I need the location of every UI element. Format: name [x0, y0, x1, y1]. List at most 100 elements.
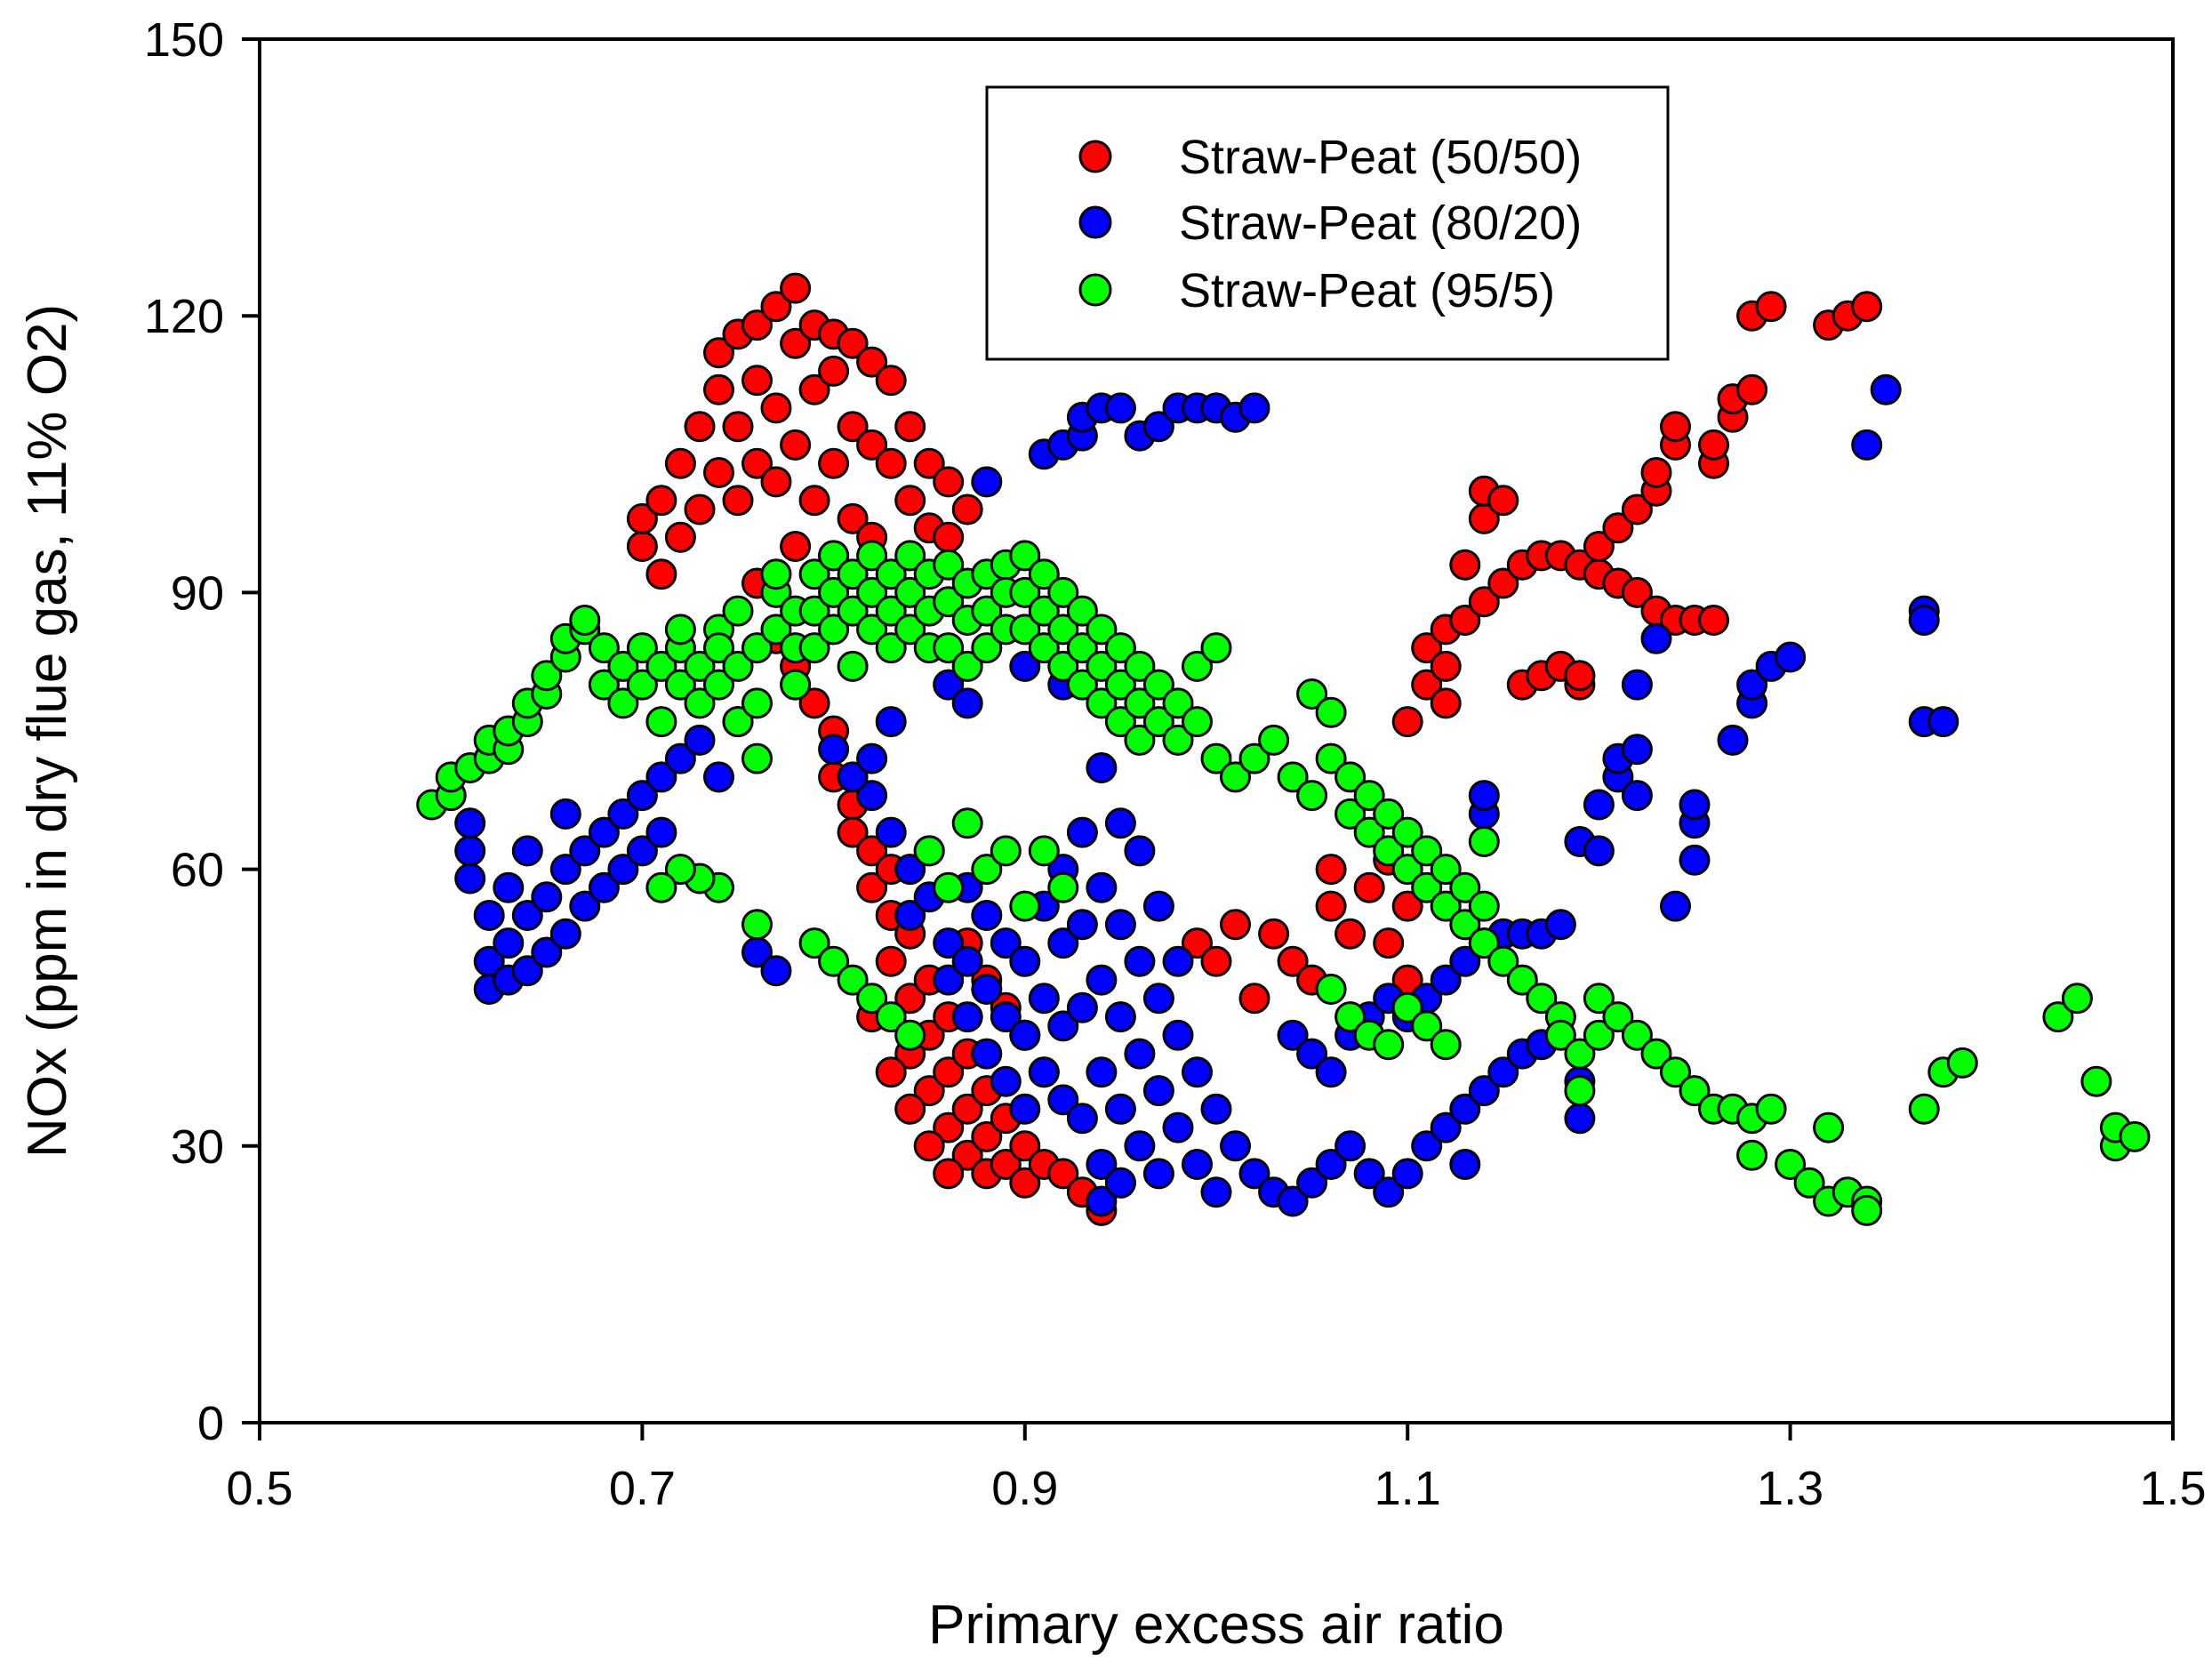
data-point: [1526, 983, 1558, 1015]
data-point: [1047, 871, 1079, 903]
data-point: [1411, 1130, 1443, 1162]
data-point: [875, 595, 907, 627]
data-point: [933, 466, 965, 498]
data-point: [1353, 816, 1385, 848]
data-point: [971, 632, 1003, 664]
data-point: [1315, 1056, 1347, 1088]
data-point: [1373, 798, 1405, 830]
data-point: [511, 955, 543, 987]
data-point: [607, 687, 639, 719]
data-point: [1220, 1130, 1251, 1162]
data-point: [1430, 890, 1462, 922]
data-point: [569, 835, 601, 867]
legend-label-95-5: Straw-Peat (95/5): [1179, 264, 1555, 317]
data-point: [1640, 622, 1672, 654]
legend-marker-95-5: [1078, 273, 1112, 307]
data-point: [741, 365, 773, 397]
data-point: [1621, 493, 1653, 526]
data-point: [971, 1038, 1003, 1070]
data-point: [1449, 1149, 1481, 1180]
data-point: [1277, 1185, 1309, 1217]
data-point: [971, 466, 1003, 498]
data-point: [1009, 945, 1041, 977]
data-point: [1487, 485, 1519, 517]
data-point: [645, 558, 677, 590]
data-point: [1449, 945, 1481, 977]
data-point: [454, 835, 486, 867]
data-point: [1047, 614, 1079, 646]
data-point: [549, 918, 581, 950]
data-point: [1142, 706, 1174, 738]
data-point: [1124, 1038, 1156, 1070]
data-point: [626, 531, 658, 562]
data-point: [951, 1001, 983, 1033]
data-point: [1200, 742, 1232, 774]
data-point: [511, 835, 543, 867]
data-point: [722, 485, 754, 517]
data-point: [1411, 871, 1443, 903]
data-point: [1238, 742, 1270, 774]
data-point: [1104, 1167, 1136, 1199]
data-point: [1583, 531, 1615, 562]
data-point: [1009, 1167, 1041, 1199]
data-point: [1602, 1001, 1634, 1033]
data-point: [1468, 586, 1500, 618]
data-point: [1411, 632, 1443, 664]
data-point: [1009, 614, 1041, 646]
data-point: [913, 835, 945, 867]
data-point: [1200, 632, 1232, 664]
x-tick-label: 0.5: [226, 1462, 293, 1515]
plot-frame: [258, 37, 2175, 1424]
y-tick-label: 30: [171, 1120, 224, 1174]
data-point: [1200, 1093, 1232, 1125]
data-point: [722, 650, 754, 682]
data-point: [856, 983, 888, 1015]
data-point: [1717, 724, 1749, 756]
data-point: [1391, 1158, 1423, 1190]
data-point: [798, 558, 830, 590]
data-point: [1640, 1038, 1672, 1070]
data-point: [990, 927, 1022, 959]
data-point: [1182, 706, 1213, 738]
data-point: [1028, 595, 1060, 627]
data-point: [971, 900, 1003, 931]
data-point: [1086, 1149, 1118, 1180]
data-point: [664, 669, 696, 701]
data-point: [1621, 669, 1653, 701]
data-point: [645, 485, 677, 517]
data-point: [703, 669, 734, 701]
data-point: [1430, 964, 1462, 996]
data-point: [1927, 706, 1960, 738]
data-point: [1449, 1093, 1481, 1125]
data-point: [818, 540, 850, 572]
data-point: [1373, 1029, 1405, 1061]
data-point: [1277, 945, 1309, 977]
data-point: [1908, 605, 1940, 636]
data-point: [684, 411, 716, 443]
data-point: [1142, 411, 1174, 443]
data-point: [549, 854, 581, 886]
data-point: [1449, 871, 1481, 903]
data-point: [875, 816, 907, 848]
data-point: [837, 650, 869, 682]
data-point: [1775, 1149, 1807, 1180]
data-point: [1086, 650, 1118, 682]
data-point: [1066, 632, 1098, 664]
data-point: [684, 650, 716, 682]
legend: Straw-Peat (50/50) Straw-Peat (80/20) St…: [985, 85, 1670, 361]
data-point: [1411, 835, 1443, 867]
data-point: [1047, 927, 1079, 959]
data-point: [741, 309, 773, 341]
data-point: [933, 632, 965, 664]
data-point: [837, 327, 869, 359]
data-point: [1602, 512, 1634, 544]
data-point: [1200, 945, 1232, 977]
data-point: [1813, 1111, 1845, 1143]
data-point: [894, 900, 926, 931]
data-point: [1468, 826, 1500, 857]
data-point: [626, 632, 658, 664]
data-point: [990, 1001, 1022, 1033]
data-point: [1755, 291, 1787, 323]
data-point: [894, 1019, 926, 1051]
data-point: [1296, 1038, 1328, 1070]
